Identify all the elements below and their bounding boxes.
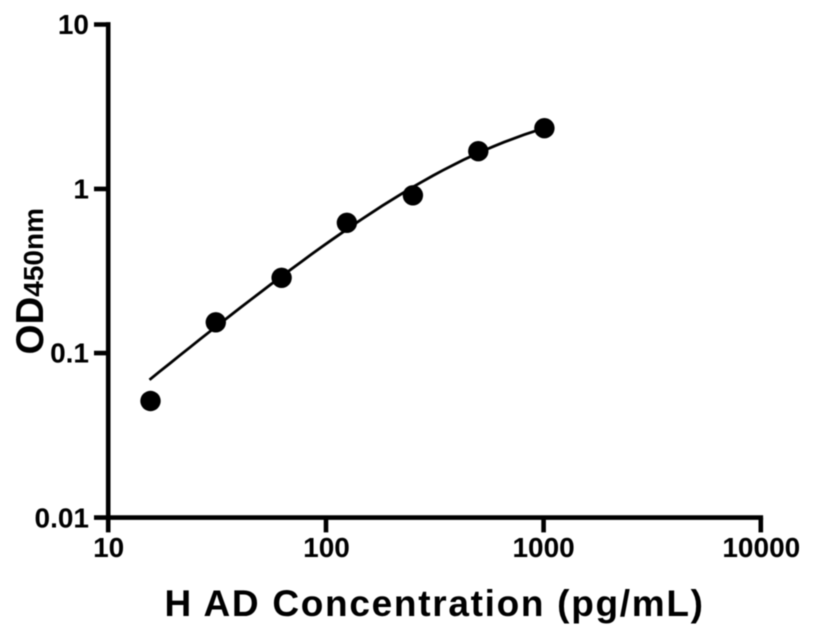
svg-text:1000: 1000 <box>512 532 574 563</box>
svg-text:100: 100 <box>303 532 350 563</box>
svg-text:0.1: 0.1 <box>50 338 89 369</box>
svg-text:OD450nm: OD450nm <box>9 208 52 354</box>
svg-text:10000: 10000 <box>722 532 800 563</box>
svg-text:H AD Concentration (pg/mL): H AD Concentration (pg/mL) <box>164 583 704 624</box>
svg-text:0.01: 0.01 <box>35 502 90 533</box>
svg-text:10: 10 <box>58 9 89 40</box>
svg-text:1: 1 <box>73 174 89 205</box>
svg-text:10: 10 <box>93 532 124 563</box>
